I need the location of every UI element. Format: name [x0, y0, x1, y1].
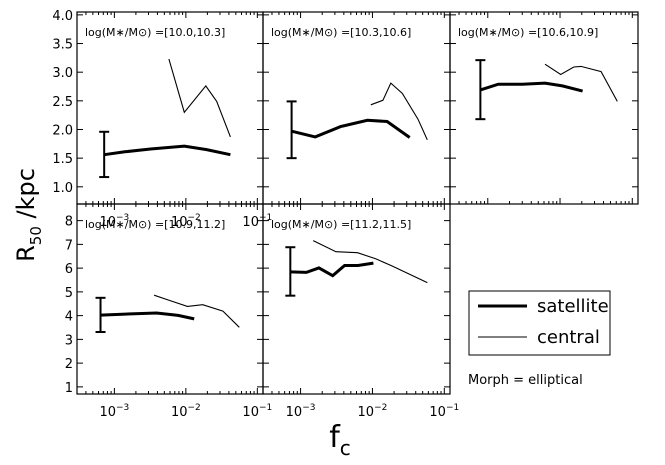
- y-axis-label-rest: /kpc: [12, 168, 40, 226]
- y-tick-label: 3: [65, 333, 73, 348]
- satellite-line: [100, 311, 195, 321]
- x-tick-label: 10−1: [242, 213, 272, 230]
- y-tick-label: 5: [65, 286, 73, 301]
- panel-title: log(M∗/M⊙) =[10.9,11.2]: [85, 218, 225, 231]
- legend-central-label: central: [537, 327, 600, 348]
- x-tick-label: 10−3: [286, 403, 316, 420]
- x-tick-label: 10−2: [171, 403, 201, 420]
- panel-title: log(M∗/M⊙) =[11.2,11.5]: [271, 218, 411, 231]
- x-tick-label: 10−1: [242, 403, 272, 420]
- y-tick-label: 3.5: [52, 38, 73, 53]
- satellite-line: [291, 118, 411, 139]
- y-tick-label: 2: [65, 357, 73, 372]
- panel-title: log(M∗/M⊙) =[10.0,10.3]: [85, 26, 225, 39]
- satellite-line: [290, 261, 374, 278]
- y-tick-label: 4.0: [52, 9, 73, 24]
- x-tick-label: 10−3: [99, 213, 129, 230]
- morph-annotation: Morph = elliptical: [468, 373, 583, 388]
- y-tick-label: 8: [65, 215, 73, 230]
- legend-satellite-label: satellite: [537, 296, 609, 317]
- y-tick-label: 1.0: [52, 181, 73, 196]
- central-line: [312, 240, 428, 284]
- y-tick-label: 3.0: [52, 66, 73, 81]
- y-tick-label: 1: [65, 381, 73, 396]
- y-tick-label: 7: [65, 238, 73, 253]
- central-line: [168, 58, 231, 138]
- panel-5: 10−3 10−2 10−1 log(M∗/M⊙) =[11.2,11.5]: [262, 203, 459, 420]
- x-tick-label: 10−2: [358, 403, 388, 420]
- y-tick-label: 2.5: [52, 95, 73, 110]
- y-tick-label: 1.5: [52, 152, 73, 167]
- panel-3: log(M∗/M⊙) =[10.6,10.9]: [449, 11, 639, 205]
- y-axis-label-main: R: [12, 245, 40, 262]
- panel-4: 1 2 3 4 5 6 7 8 10−3 10−2 10−1 log(M∗/M⊙) =[10.9,11…: [65, 203, 272, 420]
- x-tick-label: 10−3: [99, 403, 129, 420]
- y-tick-label: 6: [65, 262, 73, 277]
- satellite-line: [479, 81, 583, 93]
- satellite-line: [103, 144, 231, 157]
- x-axis-label-sub: c: [340, 436, 351, 460]
- central-line: [544, 63, 618, 102]
- x-axis-label-main: f: [329, 420, 341, 455]
- y-axis-label: R50 /kpc: [12, 168, 45, 262]
- panel-title: log(M∗/M⊙) =[10.3,10.6]: [271, 26, 411, 39]
- central-line: [370, 82, 428, 141]
- y-axis-label-sub: 50: [27, 226, 45, 245]
- y-tick-label: 2.0: [52, 123, 73, 138]
- central-line: [153, 294, 240, 328]
- legend-frame: [468, 290, 611, 356]
- legend: satellite central: [468, 290, 611, 356]
- x-tick-label: 10−1: [429, 403, 459, 420]
- panels-group: 1.01.52.02.53.03.54.010−3 10−2 10−1log(M∗/…: [52, 9, 639, 420]
- x-axis-label: fc: [329, 420, 351, 460]
- y-tick-label: 4: [65, 310, 73, 325]
- panel-title: log(M∗/M⊙) =[10.6,10.9]: [458, 26, 598, 39]
- x-tick-label: 10−2: [171, 213, 201, 230]
- panel-1: 1.0 1.5 2.0 2.5 3.0 3.5 4.0 10−3 10−2 10−1 log(M∗/…: [52, 9, 272, 230]
